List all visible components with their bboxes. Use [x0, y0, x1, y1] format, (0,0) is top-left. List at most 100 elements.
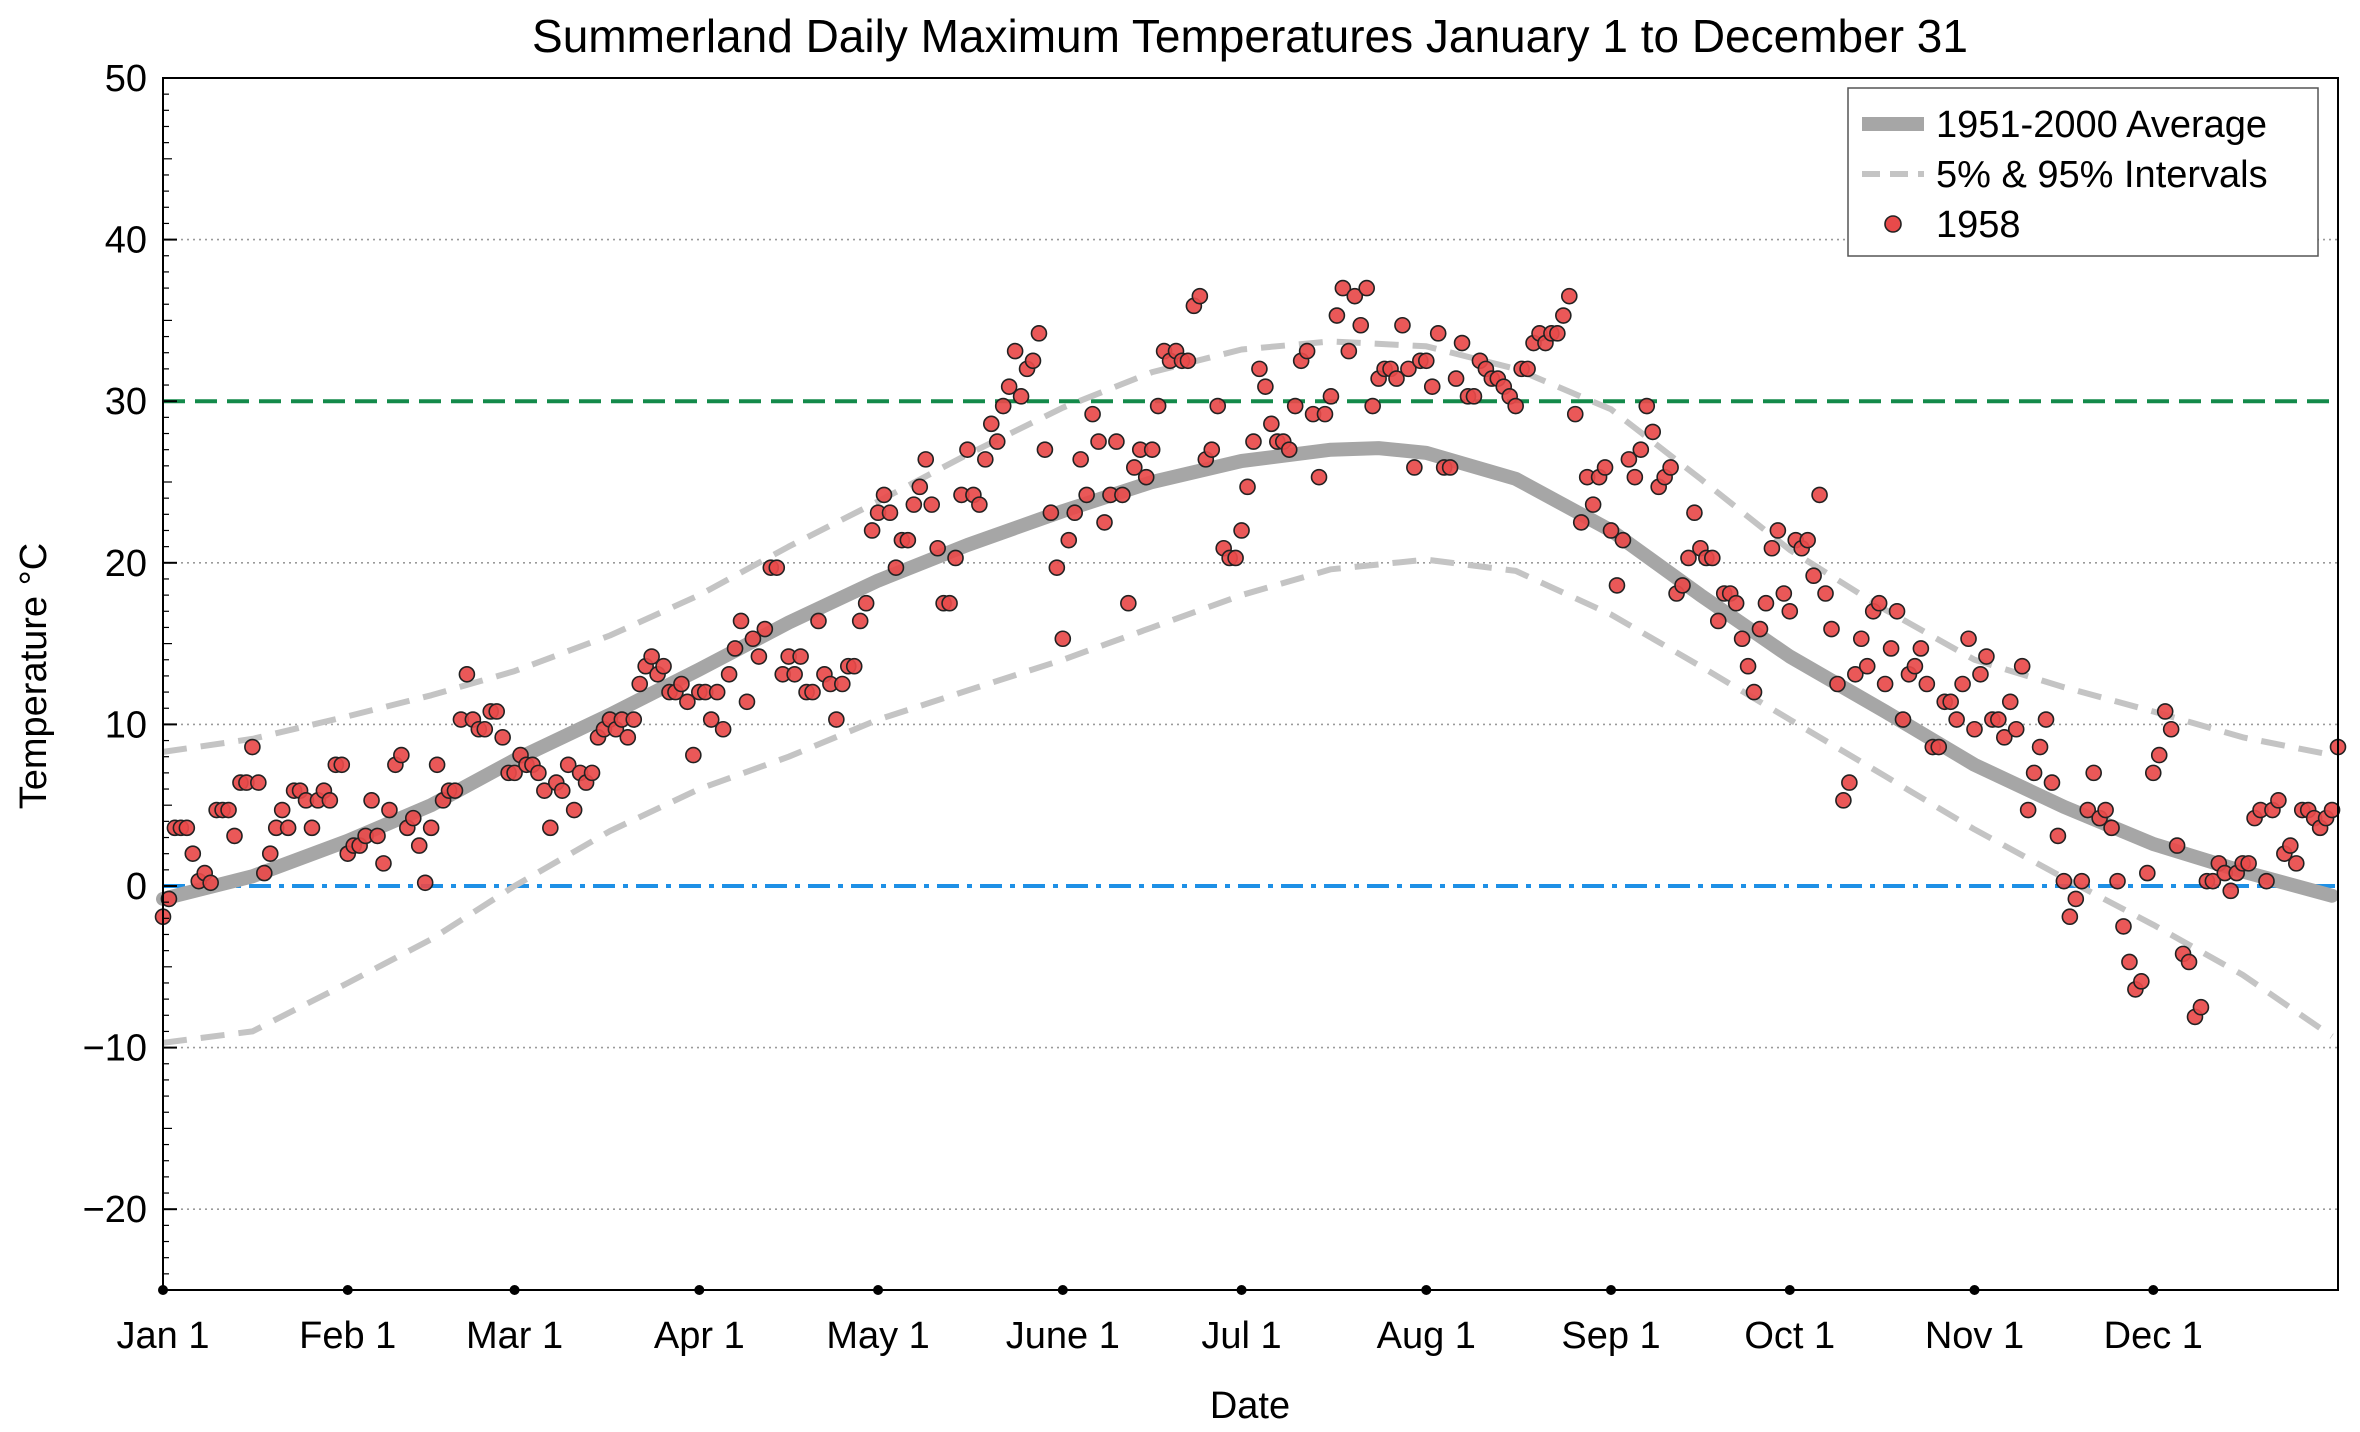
data-point: [1626, 468, 1644, 486]
data-point: [1447, 370, 1465, 387]
data-point: [1316, 405, 1334, 423]
data-point: [1280, 441, 1298, 458]
data-point: [393, 746, 410, 764]
x-tick-marker: [342, 1285, 353, 1295]
data-point: [250, 774, 267, 791]
data-point: [1060, 531, 1078, 549]
data-point: [202, 874, 219, 892]
scatter-points-1958: [154, 279, 2347, 1026]
data-point: [923, 496, 940, 513]
data-point: [1596, 459, 1614, 476]
x-tick-label: Mar 1: [466, 1315, 563, 1357]
data-point: [1340, 342, 1358, 360]
data-point: [1149, 397, 1167, 415]
data-point: [506, 764, 523, 782]
data-point: [881, 504, 899, 522]
data-point: [178, 819, 196, 837]
x-tick-marker: [1969, 1285, 1980, 1295]
data-point: [792, 648, 809, 665]
data-point: [1036, 441, 1054, 458]
x-tick-label: Feb 1: [299, 1315, 396, 1357]
data-point: [750, 648, 768, 665]
data-point: [738, 693, 756, 711]
data-point: [1918, 675, 1936, 693]
y-axis-label: Temperature °C: [13, 543, 55, 810]
data-point: [1972, 666, 1989, 683]
x-tick-label: Aug 1: [1377, 1315, 1476, 1357]
data-point: [2168, 837, 2186, 854]
data-point: [1870, 594, 1888, 612]
data-point: [1709, 612, 1727, 630]
data-point: [1042, 504, 1060, 522]
plot-frame: [162, 77, 2339, 1291]
data-point: [851, 612, 869, 630]
data-point: [1847, 666, 1864, 683]
data-point: [1572, 514, 1590, 531]
data-point: [2282, 837, 2299, 854]
x-tick-marker: [2148, 1285, 2159, 1295]
data-point: [363, 792, 380, 809]
data-point: [1090, 433, 1107, 450]
data-point: [1108, 433, 1125, 450]
legend-label: 1951-2000 Average: [1936, 104, 2267, 146]
data-point: [1394, 316, 1411, 334]
data-point: [226, 827, 243, 845]
x-tick-label: Jan 1: [117, 1315, 210, 1357]
data-point: [1012, 388, 1030, 405]
data-point: [2323, 801, 2341, 819]
data-point: [679, 693, 696, 711]
data-point: [911, 478, 929, 496]
data-point: [1251, 360, 1268, 378]
data-point: [2121, 953, 2138, 971]
data-point: [1644, 423, 1662, 441]
data-point: [1757, 594, 1775, 612]
data-point: [1048, 559, 1066, 576]
axes: −20 −10 0 10 20 30 40 50 Jan 1 Feb 1 Mar 1 Apr 1 May…: [83, 58, 2339, 1357]
data-point: [1406, 459, 1423, 476]
data-point: [1024, 352, 1042, 370]
data-point: [1769, 522, 1787, 539]
y-tick-label: 30: [105, 381, 147, 423]
data-point: [1388, 370, 1405, 387]
data-point: [1996, 729, 2013, 746]
data-point: [2258, 872, 2275, 890]
data-point: [2073, 872, 2091, 890]
data-point: [184, 845, 202, 862]
data-point: [786, 666, 803, 683]
data-point: [261, 845, 279, 862]
x-tick-marker: [158, 1285, 168, 1295]
legend-label: 1958: [1936, 204, 2021, 246]
data-point: [720, 666, 738, 683]
data-point: [1352, 316, 1370, 334]
data-point: [917, 451, 935, 468]
data-point: [1209, 397, 1227, 415]
x-tick-label: Dec 1: [2104, 1315, 2203, 1357]
data-point: [726, 640, 744, 657]
data-point: [1429, 325, 1447, 342]
x-tick-marker: [1606, 1285, 1617, 1295]
data-point: [947, 549, 964, 567]
y-tick-label: −20: [83, 1189, 147, 1231]
data-point: [756, 620, 774, 638]
data-point: [2109, 872, 2126, 890]
data-point: [1030, 325, 1048, 342]
reference-lines: [163, 399, 2338, 888]
data-point: [321, 792, 339, 809]
data-point: [1298, 342, 1316, 360]
data-point: [1507, 397, 1524, 415]
data-point: [1334, 279, 1352, 297]
data-point: [375, 855, 392, 872]
y-tick-label: 40: [105, 220, 147, 262]
data-point: [553, 782, 571, 799]
data-point: [256, 864, 273, 882]
x-tick-label: Jul 1: [1201, 1315, 1281, 1357]
y-tick-label: 50: [105, 58, 147, 100]
data-point: [929, 539, 946, 557]
data-point: [1805, 567, 1822, 585]
data-point: [810, 612, 827, 630]
x-tick-label: Oct 1: [1744, 1315, 1835, 1357]
data-point: [333, 756, 351, 774]
data-point: [1811, 486, 1828, 504]
legend-box: [1847, 87, 2319, 257]
data-point: [1054, 630, 1072, 648]
